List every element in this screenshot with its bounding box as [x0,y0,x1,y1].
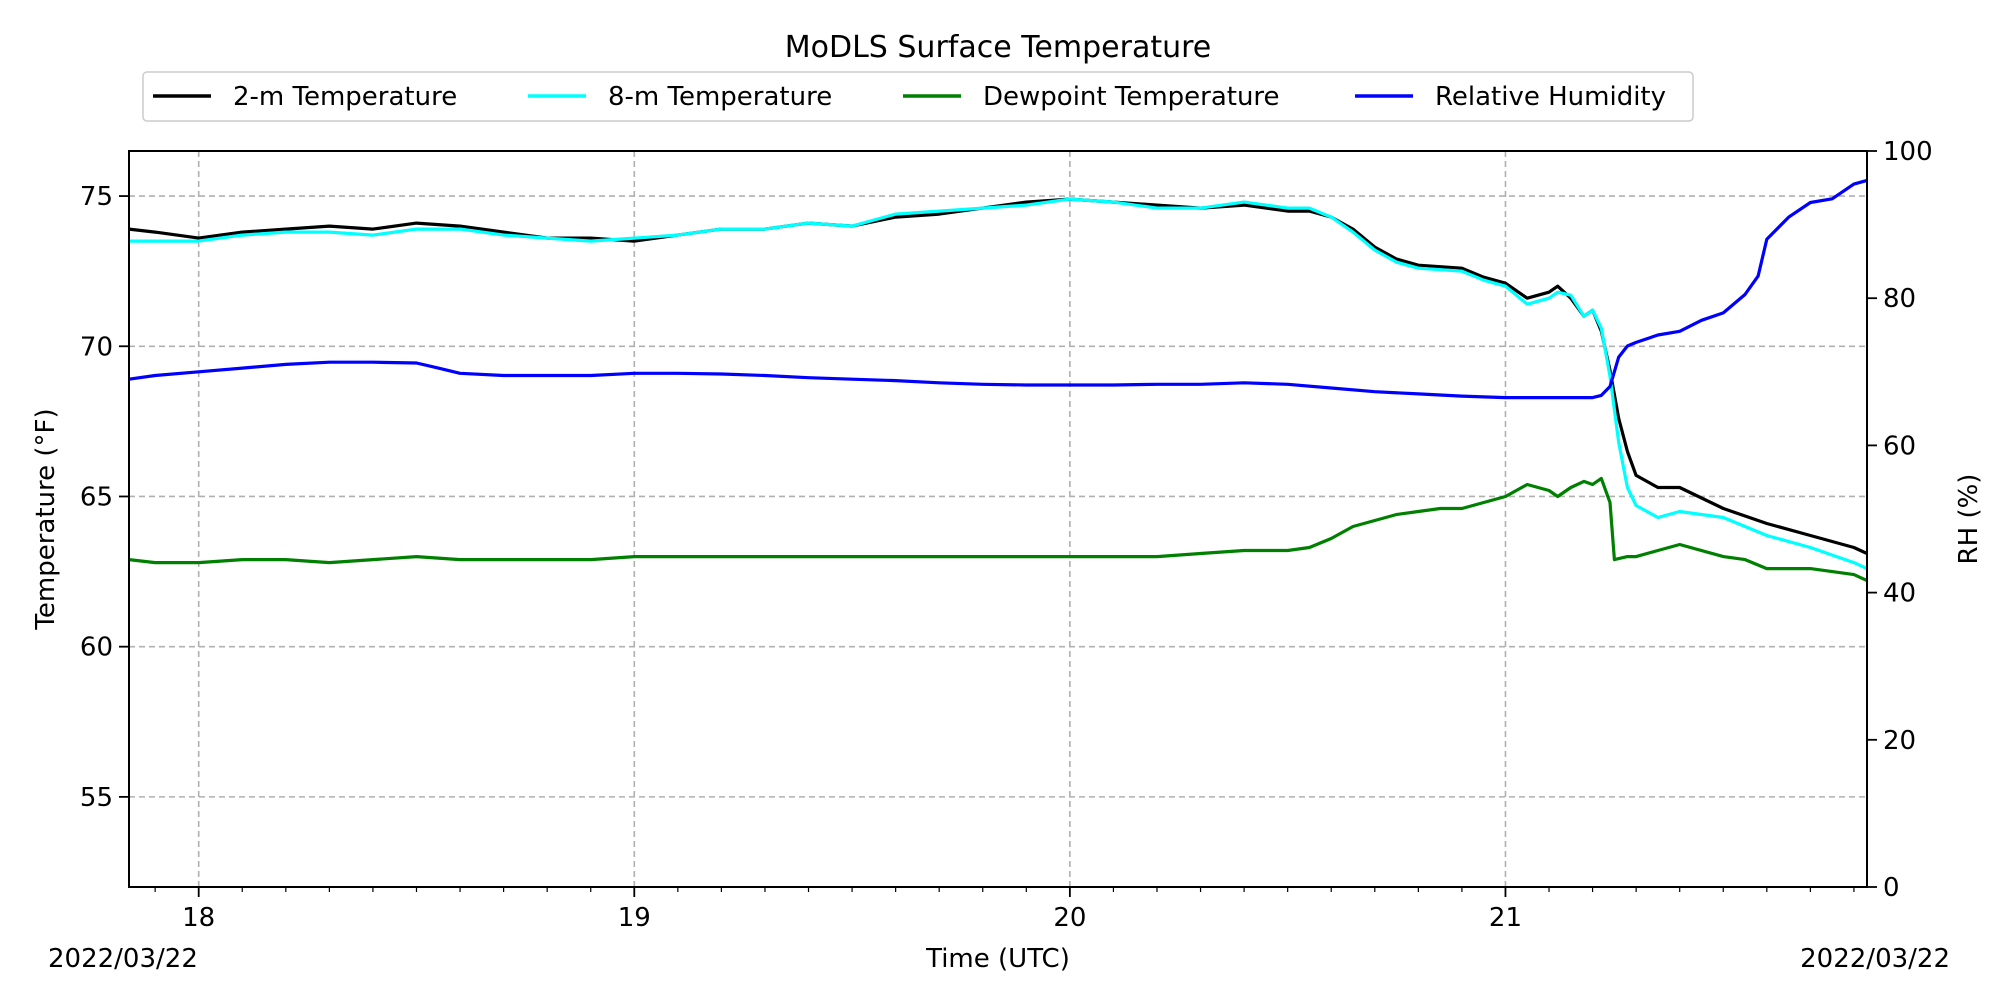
legend-label-rh: Relative Humidity [1435,82,1666,112]
y-tick-label: 65 [80,482,113,512]
y2-tick-label: 20 [1883,726,1916,756]
x-tick-label: 19 [618,903,651,933]
date-label-right: 2022/03/22 [1800,944,1950,974]
series-line-dewpoint-temperature [128,476,1868,583]
y2-tick-label: 60 [1883,431,1916,461]
series-line-8-m-temperature [129,197,1868,571]
plot-frame [128,150,1868,888]
series-layer [128,178,1868,583]
series-line-relative-humidity [128,178,1868,400]
legend-label-2m: 2-m Temperature [233,82,457,112]
y2-axis-label: RH (%) [1954,474,1984,565]
y-tick-label: 60 [80,633,113,663]
x-tick-label: 20 [1053,903,1086,933]
grid-lines [129,151,1867,887]
series-line-2-m-temperature [128,197,1868,555]
legend-label-8m: 8-m Temperature [608,82,832,112]
y2-tick-label: 100 [1883,137,1933,167]
date-label-left: 2022/03/22 [48,944,198,974]
y-axis-label: Temperature (°F) [31,408,61,630]
y2-tick-label: 40 [1883,579,1916,609]
legend-label-dewpoint: Dewpoint Temperature [983,82,1280,112]
legend: 2-m Temperature 8-m Temperature Dewpoint… [142,71,1694,122]
x-tick-label: 21 [1489,903,1522,933]
y-tick-label: 70 [80,332,113,362]
y2-tick-label: 0 [1883,873,1900,903]
x-axis-label: Time (UTC) [925,944,1070,974]
chart-title: MoDLS Surface Temperature [785,30,1212,65]
y-tick-label: 75 [80,182,113,212]
x-tick-label: 18 [182,903,215,933]
axes-layer: 18 19 20 21 55 60 65 70 75 0 20 40 60 80 100 [80,137,1933,933]
y-tick-label: 55 [80,783,113,813]
y2-tick-label: 80 [1883,284,1916,314]
